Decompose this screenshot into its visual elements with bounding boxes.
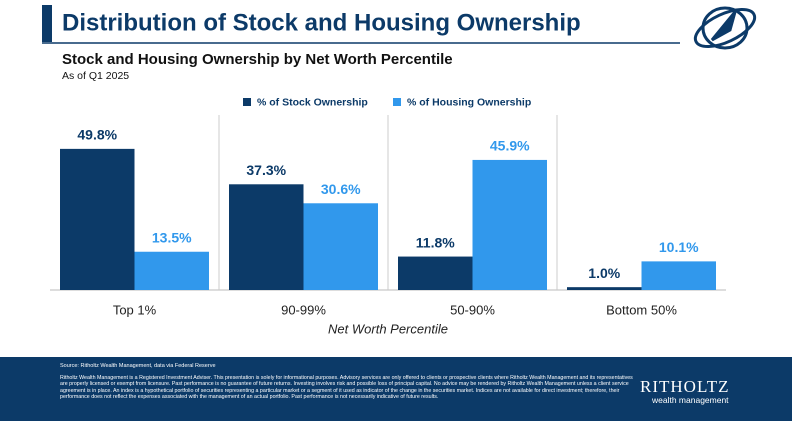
brand: RITHOLTZ	[640, 377, 730, 396]
legend-swatch	[243, 98, 251, 106]
x-tick-label: Top 1%	[113, 302, 157, 317]
disclaimer: Ritholtz Wealth Management is a Register…	[60, 375, 633, 401]
value-label: 45.9%	[490, 138, 530, 154]
chart-title: Distribution of Stock and Housing Owners…	[62, 9, 581, 36]
chart: Distribution of Stock and Housing Owners…	[42, 5, 757, 336]
x-tick-label: 90-99%	[281, 302, 326, 317]
bar	[229, 184, 304, 290]
logo	[693, 6, 757, 50]
bar	[567, 287, 642, 290]
value-label: 37.3%	[246, 162, 286, 178]
note: As of Q1 2025	[62, 70, 129, 82]
bar	[134, 251, 209, 290]
value-label: 10.1%	[659, 239, 699, 255]
value-label: 13.5%	[152, 229, 192, 245]
legend-swatch	[393, 98, 401, 106]
value-label: 1.0%	[588, 265, 620, 281]
legend-label: % of Housing Ownership	[407, 96, 531, 108]
x-tick-label: 50-90%	[450, 302, 495, 317]
footer: Source: Ritholtz Wealth Management, data…	[0, 357, 792, 421]
bar	[398, 256, 473, 290]
value-label: 49.8%	[77, 127, 117, 143]
bar	[60, 148, 135, 290]
value-label: 11.8%	[416, 234, 455, 250]
x-tick-label: Bottom 50%	[606, 302, 677, 317]
value-label: 30.6%	[321, 181, 361, 197]
bar	[641, 261, 716, 290]
legend-label: % of Stock Ownership	[257, 96, 368, 108]
accent-bar	[42, 5, 52, 42]
bar	[303, 203, 378, 290]
x-axis-title: Net Worth Percentile	[328, 321, 448, 336]
bar	[472, 159, 547, 290]
source: Source: Ritholtz Wealth Management, data…	[60, 363, 216, 369]
brand-sub: wealth management	[652, 395, 729, 405]
subtitle: Stock and Housing Ownership by Net Worth…	[62, 51, 453, 68]
